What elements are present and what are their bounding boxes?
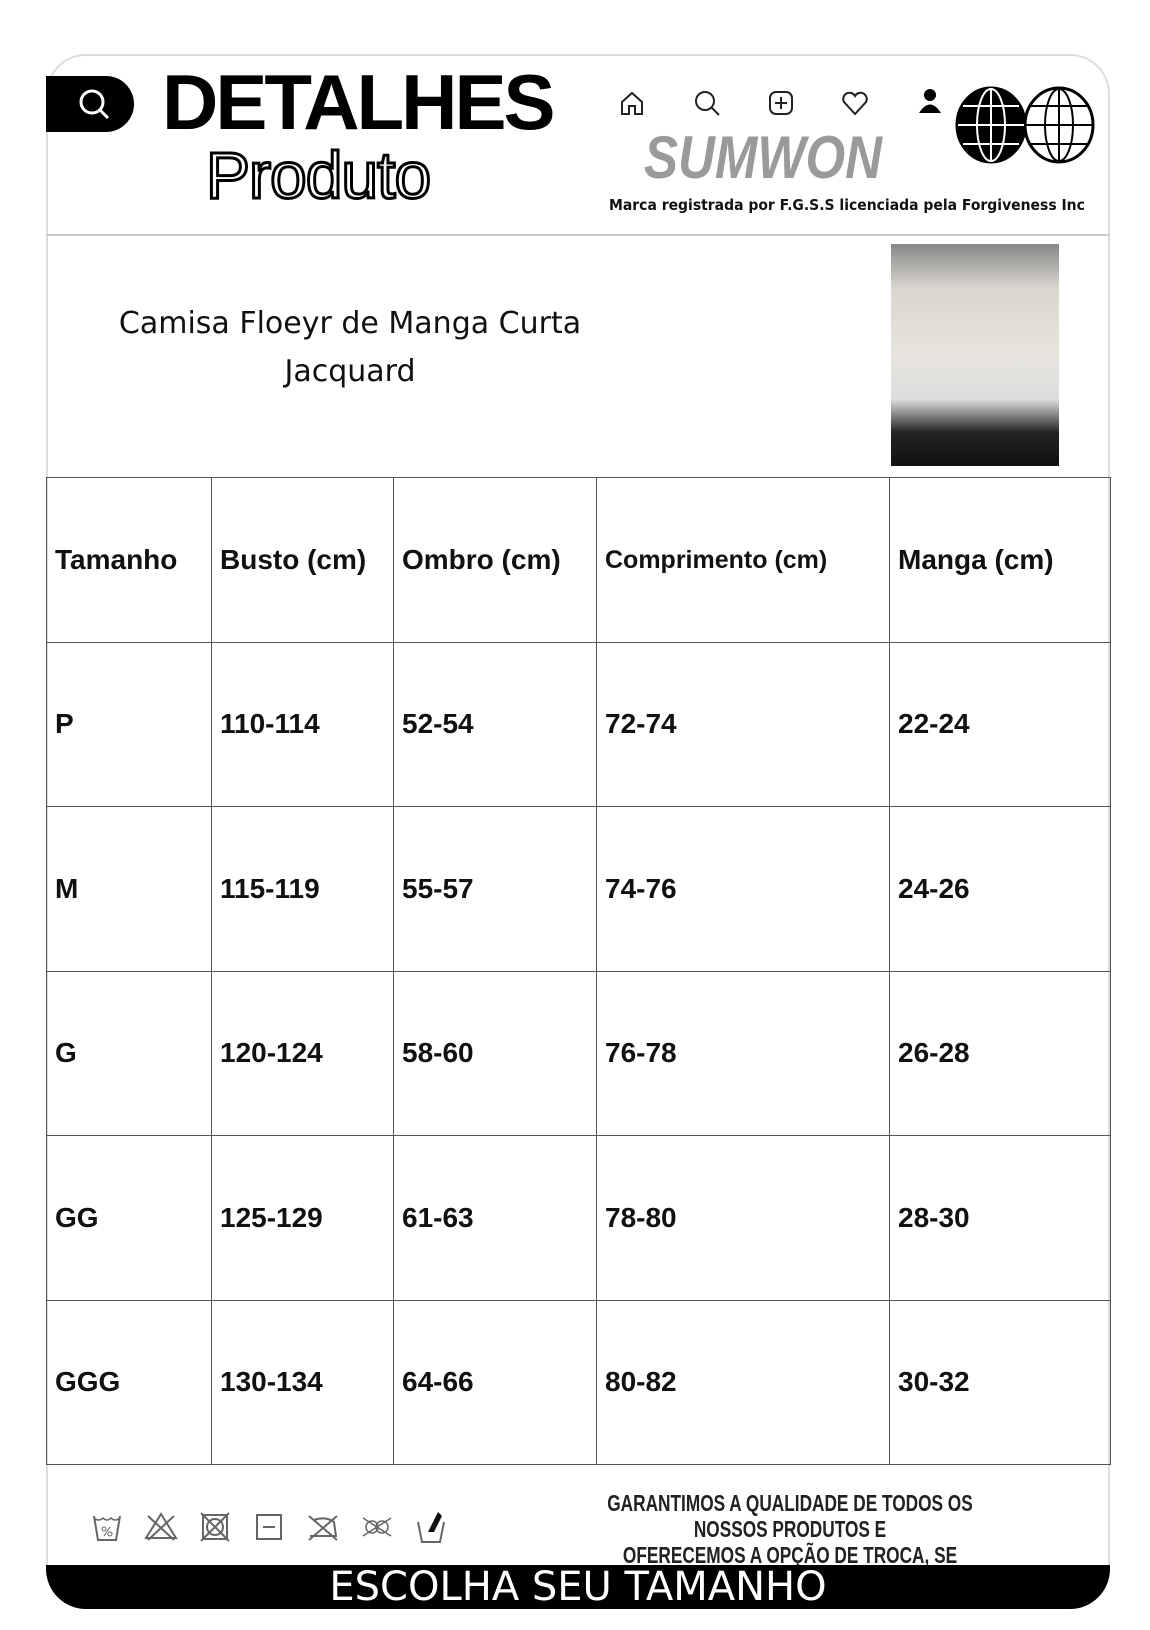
cell-shoulder: 64-66 bbox=[393, 1299, 597, 1465]
guarantee-line1: GARANTIMOS A QUALIDADE DE TODOS OS NOSSO… bbox=[607, 1490, 973, 1542]
cell-length: 78-80 bbox=[596, 1135, 890, 1301]
header-bust: Busto (cm) bbox=[211, 477, 394, 643]
choose-size-banner: ESCOLHA SEU TAMANHO bbox=[46, 1565, 1110, 1609]
cell-bust: 130-134 bbox=[211, 1299, 394, 1465]
table-row: GGG 130-134 64-66 80-82 30-32 bbox=[46, 1299, 1111, 1465]
cell-size: M bbox=[46, 806, 212, 972]
search-button[interactable] bbox=[46, 76, 134, 132]
cell-bust: 125-129 bbox=[211, 1135, 394, 1301]
no-dry-clean-icon bbox=[362, 1517, 392, 1537]
no-iron-icon bbox=[308, 1515, 338, 1541]
title-detalhes: DETALHES bbox=[162, 58, 556, 146]
hand-wash-icon bbox=[417, 1512, 445, 1543]
cell-shoulder: 61-63 bbox=[393, 1135, 597, 1301]
cell-bust: 120-124 bbox=[211, 970, 394, 1136]
cell-length: 74-76 bbox=[596, 806, 890, 972]
cell-size: GGG bbox=[46, 1299, 212, 1465]
table-row: P 110-114 52-54 72-74 22-24 bbox=[46, 641, 1111, 807]
cell-sleeve: 26-28 bbox=[889, 970, 1111, 1136]
table-header-row: Tamanho Busto (cm) Ombro (cm) Compriment… bbox=[46, 477, 1111, 643]
cell-shoulder: 52-54 bbox=[393, 641, 597, 807]
cell-size: G bbox=[46, 970, 212, 1136]
header-divider bbox=[46, 234, 1110, 236]
user-icon[interactable] bbox=[915, 86, 945, 116]
table-row: M 115-119 55-57 74-76 24-26 bbox=[46, 806, 1111, 972]
no-tumble-dry-icon bbox=[200, 1512, 230, 1542]
cell-length: 80-82 bbox=[596, 1299, 890, 1465]
brand-name: SUMWON bbox=[644, 124, 882, 191]
cell-sleeve: 22-24 bbox=[889, 641, 1111, 807]
product-name: Camisa Floeyr de Manga Curta Jacquard bbox=[90, 300, 610, 396]
heart-icon[interactable] bbox=[840, 88, 870, 118]
cell-shoulder: 55-57 bbox=[393, 806, 597, 972]
product-name-line2: Jacquard bbox=[284, 354, 416, 389]
cell-sleeve: 30-32 bbox=[889, 1299, 1111, 1465]
table-row: G 120-124 58-60 76-78 26-28 bbox=[46, 970, 1111, 1136]
cell-size: P bbox=[46, 641, 212, 807]
add-icon[interactable] bbox=[766, 88, 796, 118]
table-row: GG 125-129 61-63 78-80 28-30 bbox=[46, 1135, 1111, 1301]
cell-length: 76-78 bbox=[596, 970, 890, 1136]
search-icon[interactable] bbox=[692, 88, 722, 118]
cell-length: 72-74 bbox=[596, 641, 890, 807]
cell-bust: 115-119 bbox=[211, 806, 394, 972]
no-bleach-icon bbox=[144, 1512, 178, 1541]
header-shoulder: Ombro (cm) bbox=[393, 477, 597, 643]
cell-sleeve: 24-26 bbox=[889, 806, 1111, 972]
title-produto: Produto bbox=[204, 138, 432, 212]
wash-30-icon bbox=[93, 1515, 121, 1541]
care-icons bbox=[90, 1510, 448, 1544]
header-size: Tamanho bbox=[46, 477, 212, 643]
size-table: Tamanho Busto (cm) Ombro (cm) Compriment… bbox=[46, 477, 1111, 1465]
search-icon bbox=[79, 89, 110, 120]
brand-tagline: Marca registrada por F.G.S.S licenciada … bbox=[609, 196, 1085, 214]
product-photo bbox=[891, 244, 1059, 466]
cell-bust: 110-114 bbox=[211, 641, 394, 807]
home-icon[interactable] bbox=[617, 88, 647, 118]
cell-sleeve: 28-30 bbox=[889, 1135, 1111, 1301]
cell-shoulder: 58-60 bbox=[393, 970, 597, 1136]
globe-logo-icon bbox=[955, 86, 1095, 164]
cell-size: GG bbox=[46, 1135, 212, 1301]
product-name-line1: Camisa Floeyr de Manga Curta bbox=[118, 306, 582, 341]
header-length: Comprimento (cm) bbox=[596, 477, 890, 643]
header-sleeve: Manga (cm) bbox=[889, 477, 1111, 643]
dry-flat-icon bbox=[256, 1514, 282, 1540]
